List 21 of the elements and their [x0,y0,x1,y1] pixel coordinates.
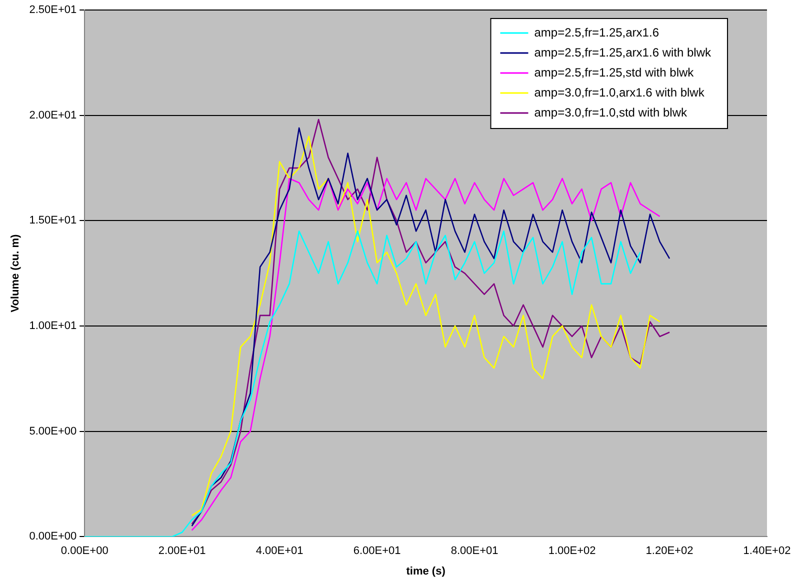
y-tick-label: 1.50E+01 [29,214,77,227]
y-axis-title: Volume (cu. m) [10,234,22,312]
y-tick-label: 1.00E+01 [29,320,77,332]
legend-label: amp=3.0,fr=1.0,std with blwk [534,105,688,120]
x-axis-title: time (s) [406,565,446,578]
y-tick-label: 2.50E+01 [29,4,77,16]
legend-label: amp=2.5,fr=1.25,std with blwk [534,65,695,80]
x-tick-label: 1.40E+02 [743,545,791,558]
y-tick-label: 5.00E+00 [29,425,77,438]
x-tick-label: 1.00E+02 [548,545,596,558]
x-tick-label: 1.20E+02 [646,545,694,558]
y-tick-label: 2.00E+01 [29,109,77,122]
y-tick-label: 0.00E+00 [29,530,77,543]
x-tick-label: 8.00E+01 [450,545,498,558]
legend-label: amp=3.0,fr=1.0,arx1.6 with blwk [534,85,706,100]
x-tick-label: 6.00E+01 [353,545,401,558]
legend-label: amp=2.5,fr=1.25,arx1.6 with blwk [534,45,712,60]
x-tick-label: 2.00E+01 [158,545,206,558]
x-tick-label: 0.00E+00 [60,545,108,558]
legend-label: amp=2.5,fr=1.25,arx1.6 [534,25,660,40]
x-tick-label: 4.00E+01 [256,545,304,558]
